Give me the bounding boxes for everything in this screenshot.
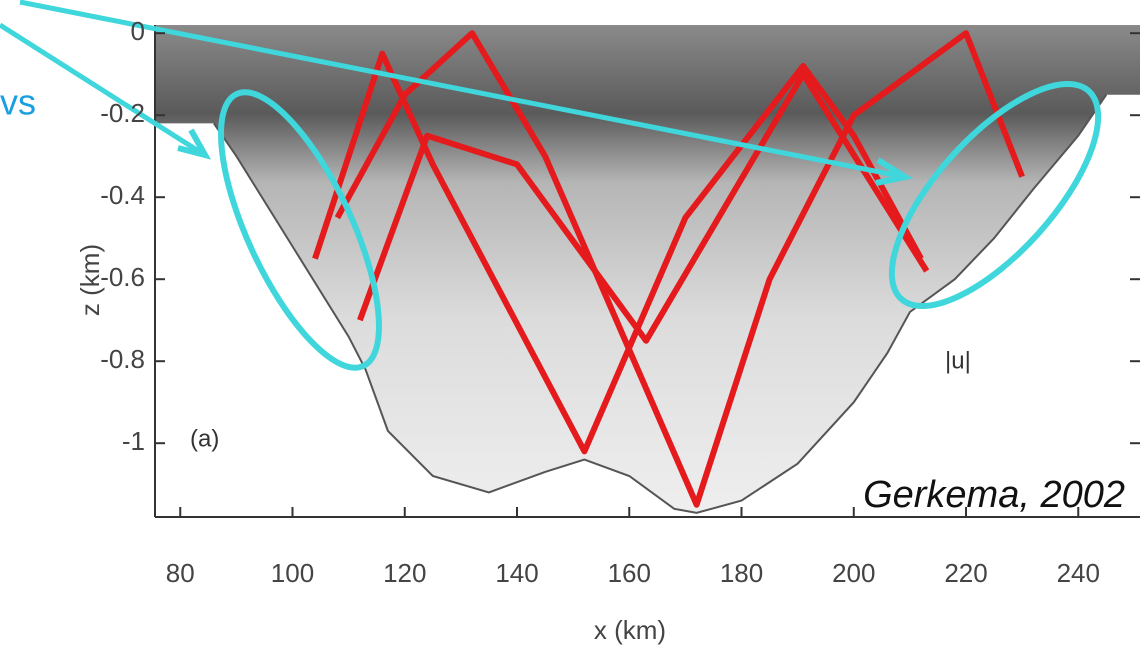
x-tick-label: 120 <box>383 558 426 588</box>
y-tick-label: -0.8 <box>100 344 145 374</box>
x-tick-label: 100 <box>271 558 314 588</box>
y-tick-label: -0.2 <box>100 98 145 128</box>
x-tick-label: 140 <box>495 558 538 588</box>
x-tick-label: 180 <box>720 558 763 588</box>
citation: Gerkema, 2002 <box>863 474 1125 516</box>
x-axis-label: x (km) <box>594 615 666 645</box>
chart: vs |u| (a) Gerkema, 2002 x (km) z (km) 8… <box>0 0 1140 663</box>
x-tick-label: 220 <box>944 558 987 588</box>
y-tick-label: 0 <box>131 16 145 46</box>
field-label: |u| <box>945 347 971 374</box>
x-tick-label: 80 <box>166 558 195 588</box>
corner-text: vs <box>0 82 36 123</box>
x-tick-label: 200 <box>832 558 875 588</box>
x-tick-label: 240 <box>1057 558 1100 588</box>
x-tick-label: 160 <box>608 558 651 588</box>
y-tick-label: -1 <box>122 426 145 456</box>
y-tick-label: -0.6 <box>100 262 145 292</box>
y-tick-label: -0.4 <box>100 180 145 210</box>
panel-label: (a) <box>190 425 219 452</box>
